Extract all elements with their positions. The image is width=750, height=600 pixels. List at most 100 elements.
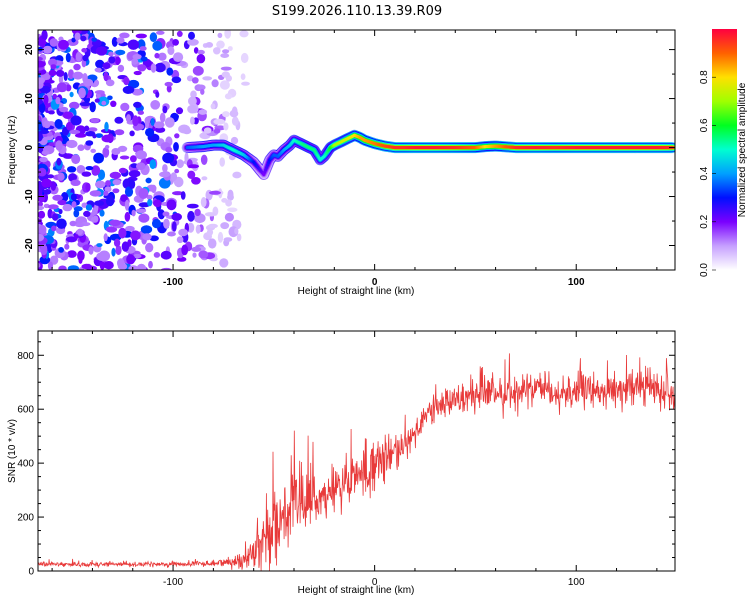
spectrogram-frame: [37, 29, 676, 271]
noise-speckle: [56, 227, 66, 235]
noise-speckle: [94, 67, 102, 73]
noise-speckle: [39, 129, 50, 134]
noise-speckle: [76, 228, 83, 235]
noise-speckle: [203, 127, 212, 134]
noise-speckle: [38, 120, 43, 130]
noise-speckle: [197, 49, 205, 55]
noise-speckle: [115, 49, 126, 56]
colorbar-label: Normalized spectral amplitude: [737, 82, 748, 217]
noise-speckle: [227, 193, 234, 201]
noise-speckle: [213, 47, 221, 55]
noise-speckle: [87, 127, 98, 132]
noise-speckle: [120, 102, 130, 112]
noise-speckle: [104, 121, 109, 132]
noise-speckle: [75, 223, 85, 228]
noise-speckle: [142, 233, 152, 241]
noise-speckle: [50, 64, 57, 70]
noise-speckle: [166, 84, 172, 93]
noise-speckle: [239, 30, 249, 38]
noise-speckle: [129, 130, 135, 137]
noise-speckle: [88, 246, 94, 255]
noise-speckle: [111, 36, 118, 47]
noise-speckle: [150, 118, 155, 126]
noise-speckle: [121, 241, 130, 252]
noise-speckle: [38, 224, 47, 235]
noise-speckle: [209, 190, 221, 195]
noise-speckle: [200, 88, 205, 95]
noise-speckle: [162, 105, 168, 114]
colorbar-tick-label: 0.4: [699, 166, 710, 180]
noise-speckle: [69, 91, 74, 98]
noise-speckle: [191, 177, 201, 185]
noise-speckle: [122, 85, 135, 94]
noise-speckle: [198, 109, 208, 115]
noise-speckle: [131, 209, 136, 217]
noise-speckle: [171, 221, 177, 232]
noise-speckle: [71, 37, 76, 43]
noise-speckle: [200, 154, 208, 165]
noise-speckle: [109, 171, 122, 179]
noise-speckle: [153, 252, 161, 258]
chart-title: S199.2026.110.13.39.R09: [272, 4, 442, 19]
noise-speckle: [81, 171, 92, 177]
noise-speckle: [190, 116, 195, 125]
noise-speckle: [164, 117, 175, 128]
noise-speckle: [127, 39, 140, 50]
noise-speckle: [241, 81, 250, 86]
noise-speckles: [38, 30, 250, 270]
noise-speckle: [223, 122, 229, 131]
noise-speckle: [79, 102, 91, 107]
noise-speckle: [85, 166, 94, 171]
noise-speckle: [101, 134, 114, 143]
noise-speckle: [135, 33, 147, 39]
noise-speckle: [114, 116, 124, 124]
top-x-tick-label: 0: [372, 277, 378, 288]
colorbar-tick-label: 0.0: [699, 263, 710, 277]
noise-speckle: [116, 37, 125, 44]
noise-speckle: [56, 218, 67, 229]
noise-speckle: [48, 110, 55, 115]
noise-speckle: [190, 90, 197, 99]
noise-speckle: [103, 261, 114, 270]
noise-speckle: [222, 49, 230, 54]
noise-speckle: [135, 208, 147, 213]
bottom-y-tick-label: 0: [28, 567, 34, 578]
noise-speckle: [182, 127, 192, 135]
noise-speckle: [149, 159, 157, 170]
top-y-tick-label: -10: [24, 189, 35, 204]
noise-speckle: [188, 96, 197, 106]
noise-speckle: [133, 70, 142, 76]
noise-speckle: [131, 58, 139, 65]
noise-speckle: [234, 227, 239, 235]
noise-speckle: [108, 56, 116, 64]
noise-speckle: [132, 54, 142, 60]
noise-speckle: [65, 236, 78, 243]
noise-speckle: [94, 200, 105, 206]
noise-speckle: [197, 84, 206, 91]
noise-speckle: [152, 218, 161, 229]
noise-speckle: [160, 267, 172, 270]
noise-speckle: [40, 244, 48, 256]
noise-speckle: [170, 113, 179, 120]
noise-speckle: [54, 119, 63, 129]
noise-speckle: [128, 179, 136, 190]
noise-speckle: [173, 142, 179, 152]
noise-speckle: [119, 32, 130, 39]
noise-speckle: [130, 230, 141, 241]
colorbar-tick-label: 0.6: [699, 118, 710, 132]
noise-speckle: [178, 228, 189, 237]
noise-speckle: [219, 80, 230, 90]
noise-speckle: [65, 52, 71, 63]
noise-speckle: [213, 118, 226, 125]
noise-speckle: [194, 208, 201, 217]
noise-speckle: [65, 84, 72, 92]
noise-speckle: [187, 104, 198, 114]
noise-speckle: [217, 32, 223, 39]
noise-speckle: [74, 133, 87, 138]
noise-speckle: [236, 233, 242, 242]
snr-series-line: [38, 353, 675, 571]
noise-speckle: [232, 171, 242, 179]
noise-speckle: [227, 46, 233, 51]
noise-speckle: [56, 82, 67, 93]
noise-speckle: [94, 98, 100, 103]
